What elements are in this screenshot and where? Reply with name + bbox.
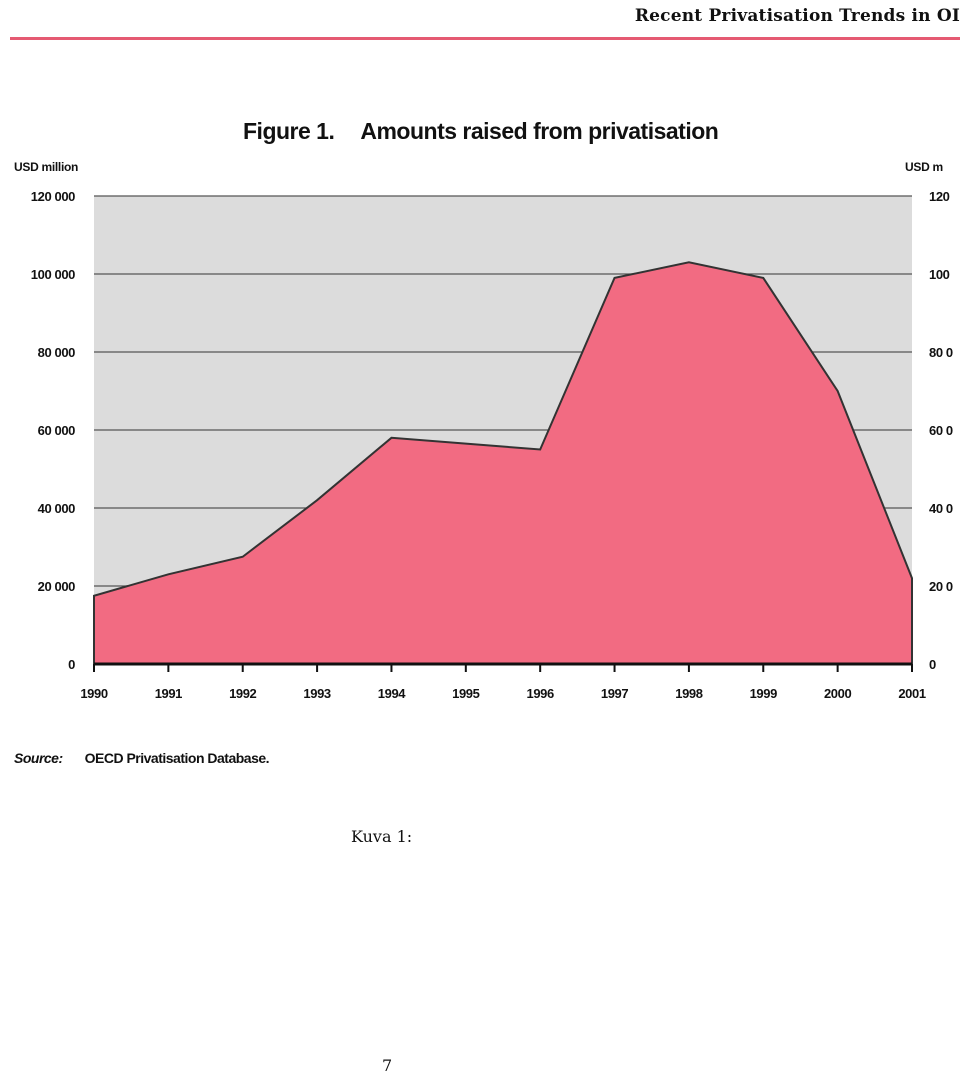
running-header: Recent Privatisation Trends in OI [635,6,960,26]
x-tick-label: 2001 [898,686,925,701]
y-tick-label-right: 0 [929,657,936,672]
y-tick-label-right: 100 [929,267,950,282]
area-chart: 1990 1991 1992 1993 1994 1995 1996 1997 1998 1999… [0,170,960,710]
y-tick-label-right: 80 0 [929,345,953,360]
figure-title-text: Amounts raised from privatisation [360,118,718,144]
y-tick-label-left: 80 000 [38,345,76,360]
y-tick-label-right: 120 [929,189,950,204]
x-tick-label: 1999 [750,686,777,701]
x-tick-label: 1993 [303,686,330,701]
x-axis-ticks: 1990 1991 1992 1993 1994 1995 1996 1997 1998 1999… [80,664,925,701]
page-number: 7 [382,1056,392,1075]
header-rule [10,37,960,40]
x-tick-label: 1994 [378,686,406,701]
y-tick-label-left: 60 000 [38,423,76,438]
x-tick-label: 1995 [452,686,479,701]
y-tick-label-right: 60 0 [929,423,953,438]
x-tick-label: 1996 [527,686,554,701]
y-tick-label-left: 100 000 [31,267,75,282]
y-tick-label-left: 120 000 [31,189,75,204]
source-text: OECD Privatisation Database. [85,750,269,766]
y-axis-labels-right: 0 20 0 40 0 60 0 80 0 100 120 [929,189,953,672]
x-tick-label: 2000 [824,686,851,701]
x-tick-label: 1992 [229,686,256,701]
figure-caption: Kuva 1: [351,827,412,846]
source-label: Source: [14,750,63,766]
figure-title: Figure 1. Amounts raised from privatisati… [243,118,718,145]
x-tick-label: 1997 [601,686,628,701]
source-note: Source: OECD Privatisation Database. [14,750,269,766]
y-tick-label-right: 20 0 [929,579,953,594]
y-axis-labels-left: 0 20 000 40 000 60 000 80 000 100 000 120 000 [31,189,75,672]
figure-number: Figure 1. [243,118,334,144]
x-tick-label: 1991 [155,686,182,701]
x-tick-label: 1990 [80,686,107,701]
y-tick-label-left: 40 000 [38,501,76,516]
y-tick-label-left: 0 [68,657,75,672]
y-tick-label-left: 20 000 [38,579,76,594]
x-tick-label: 1998 [675,686,702,701]
y-tick-label-right: 40 0 [929,501,953,516]
